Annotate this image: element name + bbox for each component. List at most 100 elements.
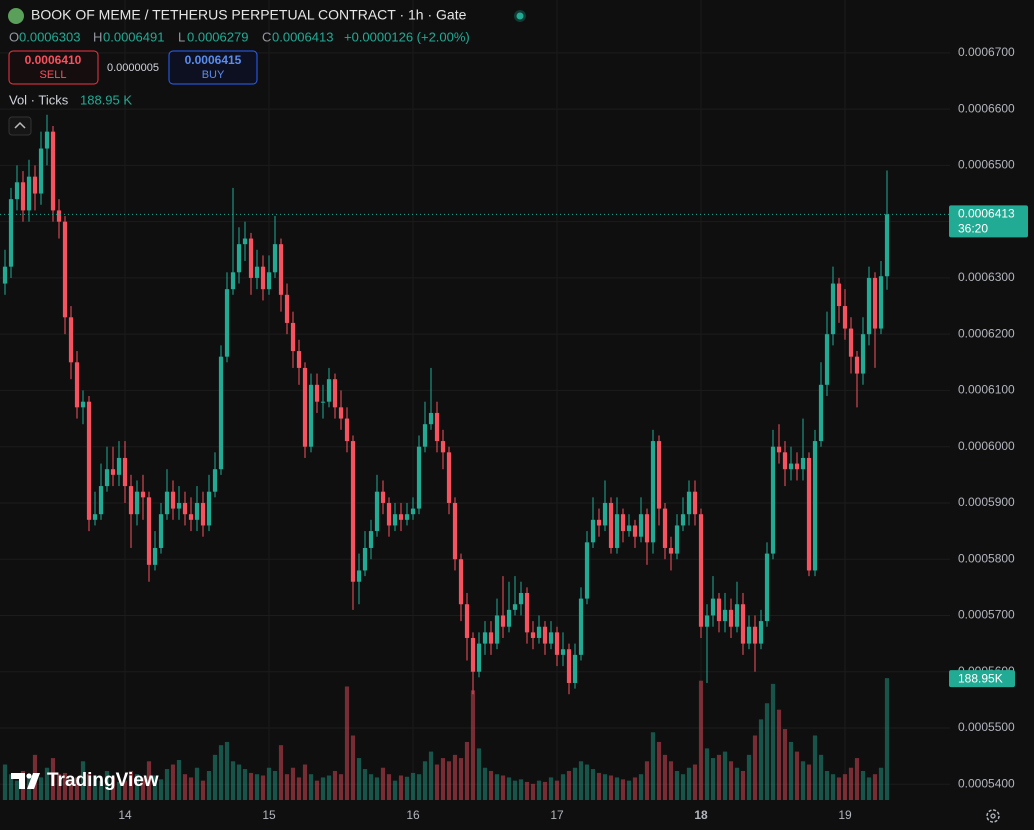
volume-bar: [8, 774, 14, 800]
candle-body: [674, 525, 680, 554]
y-tick-label: 0.0006300: [958, 270, 1015, 284]
candle-body: [572, 654, 578, 683]
candle-body: [848, 328, 854, 357]
candle-body: [62, 221, 68, 318]
sell-button[interactable]: [8, 50, 99, 85]
candle-body: [506, 609, 512, 627]
volume-bar: [500, 775, 506, 800]
volume-bar: [338, 774, 344, 800]
volume-bar: [662, 754, 668, 800]
buy-button[interactable]: [168, 50, 258, 85]
volume-bar: [596, 772, 602, 800]
volume-bar: [14, 780, 20, 800]
volume-bar: [476, 748, 482, 800]
candle-body: [518, 592, 524, 605]
candle-body: [662, 508, 668, 548]
volume-bar: [62, 772, 68, 800]
volume-bar: [668, 761, 674, 800]
candle-body: [578, 598, 584, 655]
volume-bar: [2, 764, 8, 800]
volume-bar: [620, 779, 626, 800]
settings[interactable]: [986, 809, 1000, 823]
candle-body: [758, 621, 764, 644]
volume-bar: [410, 772, 416, 800]
volume-bar: [824, 770, 830, 800]
volume-bar: [44, 767, 50, 800]
candle-body: [308, 384, 314, 447]
volume-bar: [158, 779, 164, 800]
x-tick-label: 16: [406, 808, 420, 822]
y-tick-label: 0.0005400: [958, 776, 1015, 790]
volume-bar: [392, 780, 398, 800]
volume-bar: [542, 781, 548, 800]
settings-hub: [990, 813, 996, 819]
volume-bar: [734, 767, 740, 800]
volume-bar: [800, 761, 806, 800]
candle-body: [680, 514, 686, 526]
volume-bar: [302, 764, 308, 800]
candle-body: [584, 542, 590, 599]
volume-bar: [362, 769, 368, 800]
candle-body: [878, 276, 884, 329]
volume-bar: [440, 758, 446, 800]
candle-body: [86, 401, 92, 520]
volume-bar: [176, 760, 182, 800]
volume-bar: [536, 780, 542, 800]
volume-bar: [470, 690, 476, 800]
candle-body: [98, 486, 104, 515]
volume-bar: [878, 767, 884, 800]
candle-body: [266, 272, 272, 290]
volume-bar: [782, 729, 788, 800]
volume-bar: [806, 764, 812, 800]
candle-body: [164, 491, 170, 515]
logo-dot: [26, 773, 32, 779]
volume-bar: [446, 761, 452, 800]
candle-body: [632, 525, 638, 537]
volume-bar: [74, 777, 80, 800]
candle-body: [404, 514, 410, 520]
change-value: +0.0000126 (+2.00%): [344, 29, 470, 44]
candle-body: [284, 294, 290, 323]
volume-bar: [758, 719, 764, 800]
candle-body: [812, 441, 818, 571]
volume-bar: [230, 761, 236, 800]
volume-bar: [116, 781, 122, 800]
candle-body: [410, 508, 416, 515]
candle-body: [146, 497, 152, 565]
volume-bar: [236, 764, 242, 800]
volume-bar: [56, 774, 62, 800]
volume-bar: [746, 754, 752, 800]
countdown-label: 36:20: [958, 222, 988, 236]
y-tick-label: 0.0006600: [958, 101, 1015, 115]
volume-bar: [344, 686, 350, 800]
candle-body: [254, 266, 260, 278]
settings-gear[interactable]: [986, 809, 1000, 823]
volume-bar: [404, 776, 410, 800]
volume-bar: [290, 767, 296, 800]
candle-body: [752, 626, 758, 644]
candle-body: [2, 266, 8, 284]
candle-body: [524, 592, 530, 633]
y-tick-label: 0.0005500: [958, 720, 1015, 734]
candle-body: [170, 491, 176, 509]
candle-body: [176, 502, 182, 509]
candle-body: [428, 412, 434, 425]
candle-body: [422, 424, 428, 447]
candle-body: [794, 463, 800, 470]
candle-body: [692, 491, 698, 515]
candle-body: [446, 452, 452, 503]
volume-bar: [560, 774, 566, 800]
candle-body: [182, 502, 188, 515]
candle-body: [668, 547, 674, 554]
candle-body: [452, 502, 458, 560]
collapse-button[interactable]: [8, 116, 32, 136]
candle-body: [710, 598, 716, 616]
volume-bar: [140, 777, 146, 800]
candle-body: [134, 491, 140, 515]
volume-bar: [788, 741, 794, 800]
legend-header: BOOK OF MEME / TETHERUS PERPETUAL CONTRA…: [8, 7, 526, 136]
volume-bar: [218, 745, 224, 800]
volume-bar: [374, 777, 380, 800]
